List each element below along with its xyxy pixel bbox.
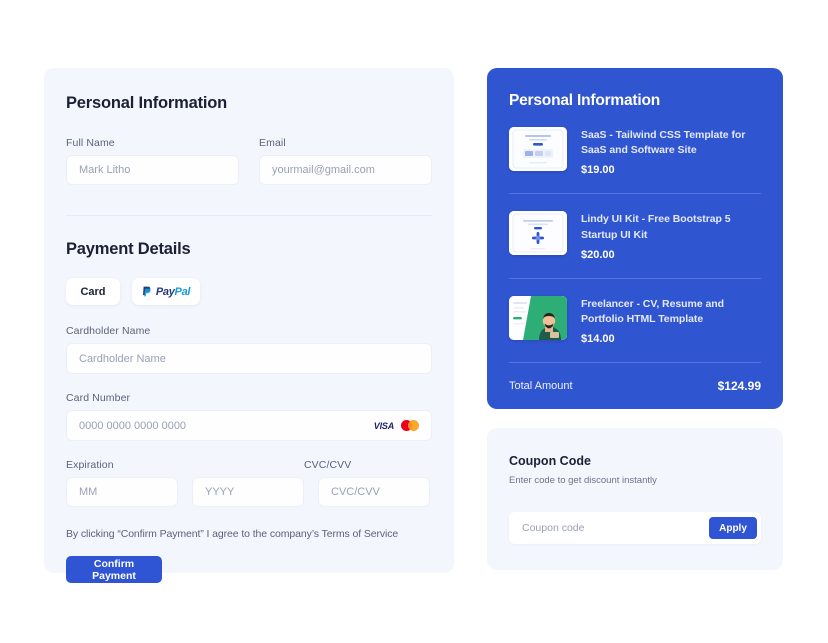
section-divider [66, 215, 432, 216]
total-amount-row: Total Amount $124.99 [509, 379, 761, 393]
summary-total-divider [509, 362, 761, 364]
freelancer-template-thumbnail [509, 295, 567, 340]
order-item-name: Freelancer - CV, Resume and Portfolio HT… [581, 297, 724, 326]
expiration-label: Expiration [66, 459, 114, 471]
card-number-field-group: Card Number 0000 0000 0000 0000 VISA [66, 392, 432, 441]
payment-method-tabs: Card Pay Pal [66, 278, 432, 305]
coupon-input-wrapper[interactable]: Coupon code Apply [509, 512, 761, 544]
email-label: Email [259, 137, 286, 149]
expiration-year-input[interactable]: YYYY [192, 477, 304, 507]
personal-information-heading: Personal Information [66, 94, 228, 112]
saas-template-thumbnail [509, 127, 567, 171]
coupon-heading: Coupon Code [509, 454, 591, 468]
cardholder-field-group: Cardholder Name Cardholder Name [66, 325, 432, 374]
terms-text: By clicking “Confirm Payment” I agree to… [66, 528, 399, 540]
order-item: Lindy UI Kit - Free Bootstrap 5 Startup … [509, 194, 761, 261]
expiration-cvc-label-row: Expiration CVC/CVV [66, 459, 432, 477]
cardholder-label: Cardholder Name [66, 325, 151, 337]
cvc-label: CVC/CVV [304, 459, 352, 471]
email-input[interactable]: yourmail@gmail.com [259, 155, 432, 185]
order-item-info: Freelancer - CV, Resume and Portfolio HT… [581, 296, 761, 345]
paypal-monogram-icon [142, 286, 151, 296]
coupon-placeholder: Coupon code [522, 522, 585, 534]
coupon-card: Coupon Code Enter code to get discount i… [487, 428, 783, 570]
order-item-name: SaaS - Tailwind CSS Template for SaaS an… [581, 129, 746, 157]
order-item-price: $14.00 [581, 333, 615, 346]
cardholder-placeholder: Cardholder Name [79, 352, 166, 365]
card-number-input[interactable]: 0000 0000 0000 0000 VISA [66, 410, 432, 441]
full-name-label: Full Name [66, 137, 115, 149]
paypal-label-pal: Pal [174, 285, 191, 298]
coupon-subtitle: Enter code to get discount instantly [509, 475, 657, 486]
cardholder-input[interactable]: Cardholder Name [66, 343, 432, 374]
order-item-info: SaaS - Tailwind CSS Template for SaaS an… [581, 127, 761, 176]
expiration-year-placeholder: YYYY [205, 486, 235, 498]
order-item: SaaS - Tailwind CSS Template for SaaS an… [509, 110, 761, 176]
checkout-form-card: Personal Information Full Name Mark Lith… [44, 68, 454, 583]
order-item: Freelancer - CV, Resume and Portfolio HT… [509, 279, 761, 345]
order-summary-heading: Personal Information [509, 92, 661, 109]
order-item-price: $19.00 [581, 164, 615, 177]
cvc-input[interactable]: CVC/CVV [318, 477, 430, 507]
total-amount-value: $124.99 [717, 379, 761, 394]
email-field-group: Email yourmail@gmail.com [259, 137, 432, 185]
card-number-inner: 0000 0000 0000 0000 VISA [79, 420, 419, 432]
full-name-placeholder: Mark Litho [79, 164, 131, 176]
visa-icon: VISA [373, 420, 394, 431]
full-name-input[interactable]: Mark Litho [66, 155, 239, 185]
order-item-name: Lindy UI Kit - Free Bootstrap 5 Startup … [581, 213, 731, 241]
paypal-logo: Pay Pal [142, 286, 190, 298]
order-summary-card: Personal Information SaaS - Tailwind [487, 68, 783, 409]
total-amount-label: Total Amount [509, 380, 573, 393]
name-email-row: Full Name Mark Litho Email yourmail@gmai… [66, 137, 432, 185]
card-brand-icons: VISA [374, 420, 419, 431]
apply-coupon-button[interactable]: Apply [709, 517, 757, 539]
order-item-info: Lindy UI Kit - Free Bootstrap 5 Startup … [581, 211, 761, 260]
summary-divider [509, 277, 761, 279]
card-tab-label: Card [80, 285, 106, 298]
expiration-month-placeholder: MM [79, 486, 98, 498]
confirm-payment-button[interactable]: Confirm Payment [66, 556, 162, 583]
order-item-price: $20.00 [581, 248, 615, 261]
expiration-month-input[interactable]: MM [66, 477, 178, 507]
email-placeholder: yourmail@gmail.com [272, 164, 375, 176]
payment-details-heading: Payment Details [66, 240, 191, 258]
card-number-label: Card Number [66, 392, 131, 404]
cvc-placeholder: CVC/CVV [331, 486, 380, 498]
expiration-cvc-row: MM YYYY CVC/CVV [66, 477, 432, 507]
paypal-label-pay: Pay [155, 285, 175, 298]
summary-divider [509, 193, 761, 195]
full-name-field-group: Full Name Mark Litho [66, 137, 239, 185]
payment-method-paypal-tab[interactable]: Pay Pal [132, 278, 200, 305]
lindy-ui-kit-thumbnail [509, 211, 567, 256]
payment-method-card-tab[interactable]: Card [66, 278, 120, 305]
card-number-placeholder: 0000 0000 0000 0000 [79, 419, 187, 432]
mastercard-icon [401, 420, 419, 431]
